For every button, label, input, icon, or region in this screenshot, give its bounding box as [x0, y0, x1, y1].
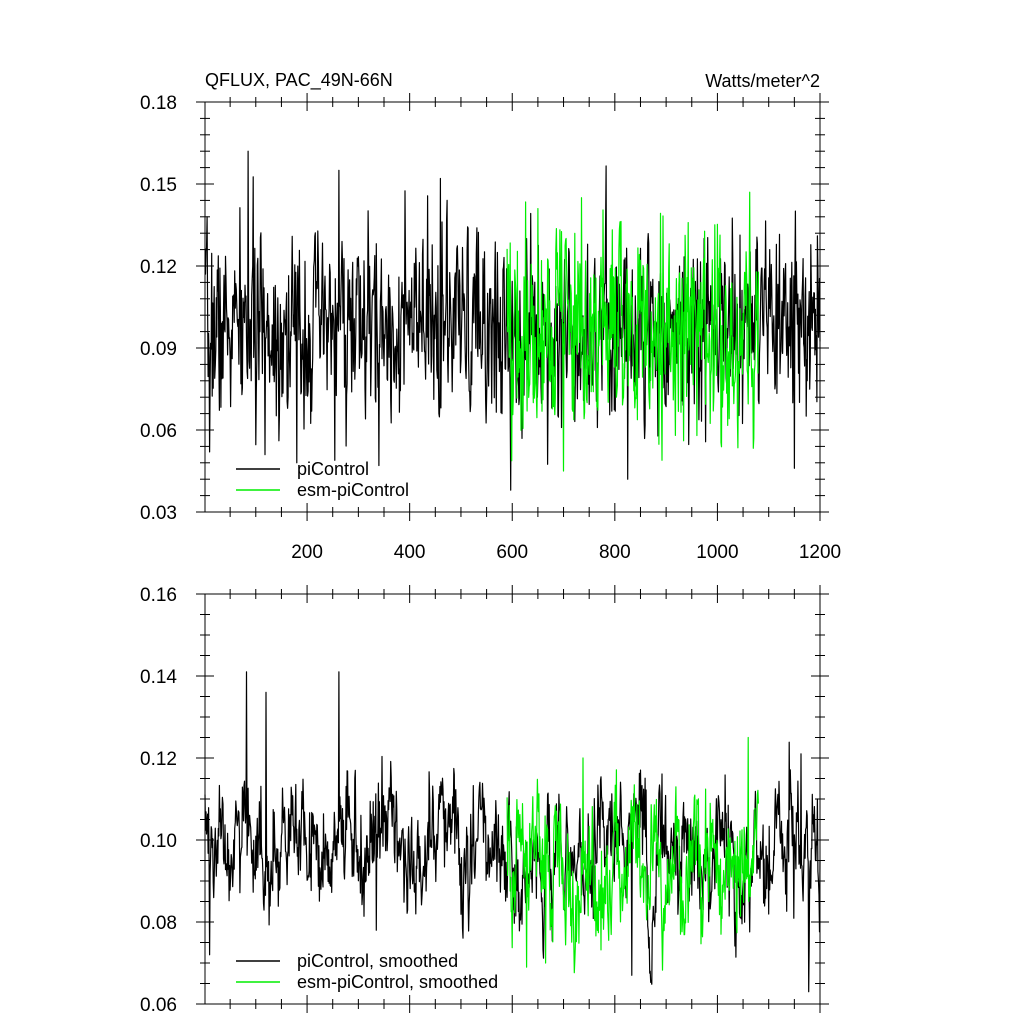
y-tick-label: 0.12 [140, 749, 177, 770]
x-tick-label: 800 [599, 542, 631, 563]
x-tick-label: 1200 [799, 542, 841, 563]
bottom-panel: 0.06 0.08 0.10 0.12 0.14 0.16 piControl, smoo… [140, 585, 829, 1016]
series-line-esm-picontrol-smoothed [506, 736, 759, 974]
legend: piControl esm-piControl [236, 459, 409, 500]
y-tick-label: 0.14 [140, 667, 177, 688]
y-tick-label: 0.06 [140, 995, 177, 1016]
y-tick-label: 0.18 [140, 93, 177, 114]
legend-label-esm-picontrol-smoothed: esm-piControl, smoothed [297, 972, 498, 992]
series-lines [204, 671, 821, 993]
y-tick-label: 0.16 [140, 585, 177, 606]
legend-label-picontrol-smoothed: piControl, smoothed [297, 951, 458, 971]
x-tick-label: 600 [496, 542, 528, 563]
y-axis: 0.06 0.08 0.10 0.12 0.14 0.16 [140, 585, 177, 1016]
x-tick-label: 400 [394, 542, 426, 563]
x-tick-label: 200 [291, 542, 323, 563]
tick-marks [196, 585, 829, 1013]
y-tick-label: 0.15 [140, 175, 177, 196]
legend: piControl, smoothed esm-piControl, smoot… [236, 951, 498, 992]
series-lines [204, 150, 821, 491]
legend-label-picontrol: piControl [297, 459, 369, 479]
x-tick-label: 1000 [696, 542, 738, 563]
x-axis: 200 400 600 800 1000 1200 [291, 542, 841, 563]
y-tick-label: 0.09 [140, 339, 177, 360]
y-axis: 0.03 0.06 0.09 0.12 0.15 0.18 [140, 93, 177, 524]
legend-label-esm-picontrol: esm-piControl [297, 480, 409, 500]
series-line-picontrol [204, 150, 821, 491]
y-tick-label: 0.06 [140, 421, 177, 442]
chart-title: QFLUX, PAC_49N-66N [205, 70, 393, 91]
y-tick-label: 0.10 [140, 831, 177, 852]
y-tick-label: 0.08 [140, 913, 177, 934]
y-tick-label: 0.03 [140, 503, 177, 524]
top-panel: QFLUX, PAC_49N-66N Watts/meter^2 0.030.0… [140, 70, 841, 563]
y-tick-label: 0.12 [140, 257, 177, 278]
units-label: Watts/meter^2 [705, 71, 820, 91]
series-line-esm-picontrol [506, 191, 759, 472]
